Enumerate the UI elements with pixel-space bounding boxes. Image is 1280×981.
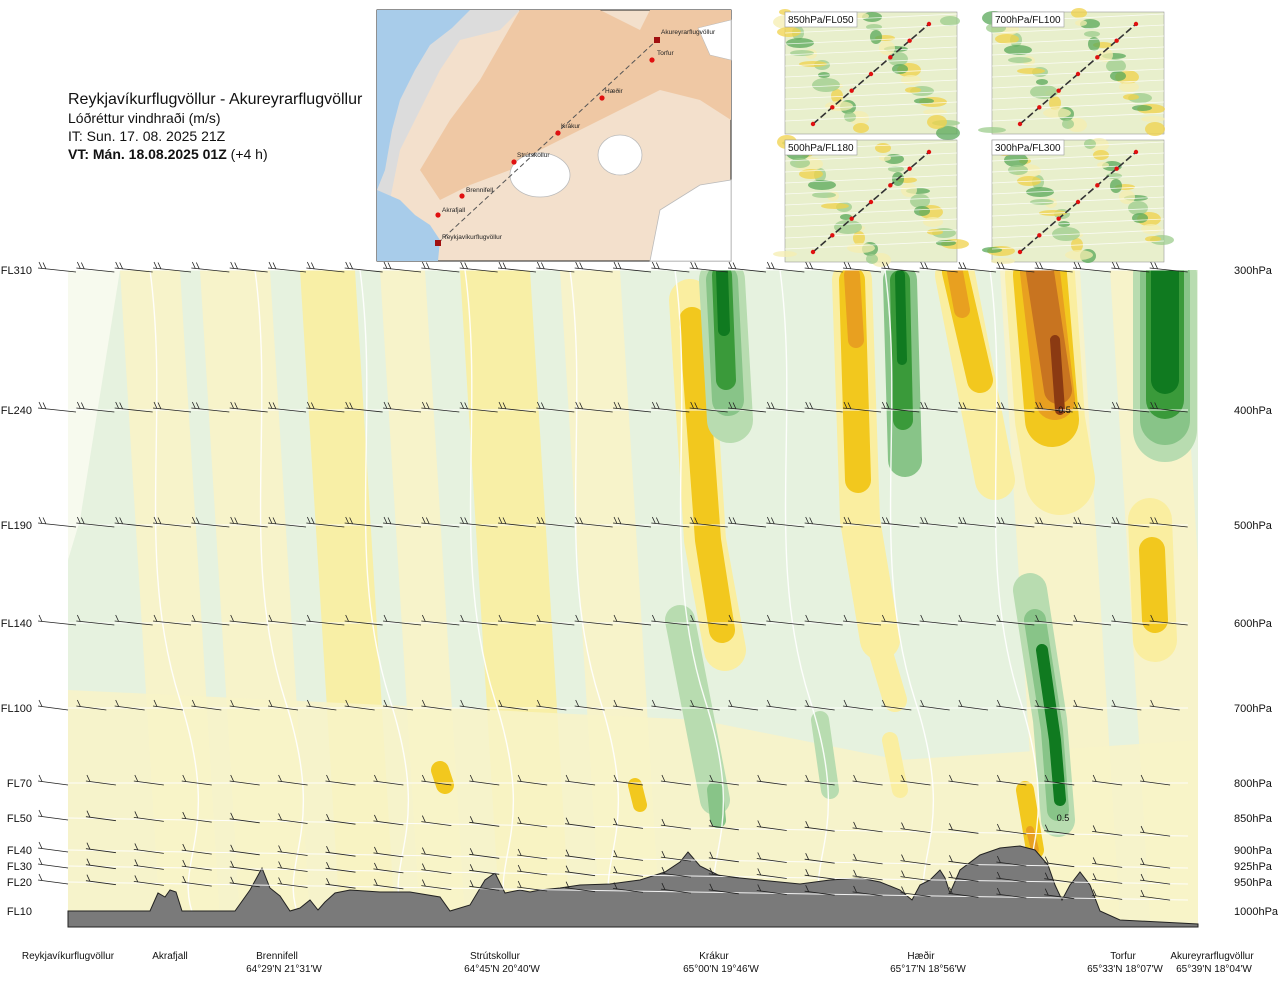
map-waypoint-label: Akureyrarflugvöllur (661, 29, 716, 36)
location-name: Akureyrarflugvöllur (1170, 951, 1254, 962)
location-name: Hæðir (907, 950, 935, 962)
level-line (37, 873, 1189, 901)
pressure-level-label: 700hPa (1234, 703, 1273, 715)
map-waypoint-label: Hæðir (605, 87, 624, 95)
inset-level-label: 850hPa/FL050 (788, 15, 854, 26)
level-inset: 700hPa/FL100 (978, 8, 1165, 136)
map-waypoint-marker (459, 193, 465, 199)
map-waypoint-marker (555, 130, 561, 136)
location-name: Akrafjall (152, 951, 188, 962)
contour-value-label: 0.5 (1057, 813, 1070, 823)
route-title: Reykjavíkurflugvöllur - Akureyrarflugvöl… (68, 91, 363, 108)
pressure-level-label: 600hPa (1234, 618, 1273, 630)
map-waypoint-label: Torfur (657, 50, 674, 57)
chart-header: Reykjavíkurflugvöllur - Akureyrarflugvöl… (68, 90, 362, 163)
pressure-level-label: 850hPa (1234, 813, 1273, 825)
location-name: Torfur (1110, 951, 1136, 962)
issue-time: IT: Sun. 17. 08. 2025 21Z (68, 128, 226, 144)
flight-level-label: FL140 (1, 618, 32, 630)
location-coord: 64°45'N 20°40'W (464, 964, 540, 975)
level-inset: 300hPa/FL300 (982, 138, 1174, 264)
valid-time-offset: (+4 h) (230, 146, 268, 162)
location-coord: 65°00'N 19°46'W (683, 964, 759, 975)
map-waypoints: Akureyrarflugvöllur Torfur Hæðir Krákur Strú… (435, 29, 716, 246)
product-name: Lóðréttur vindhraði (m/s) (68, 110, 221, 126)
flight-level-label: FL50 (7, 813, 32, 825)
location-name: Krákur (699, 951, 729, 962)
inset-level-label: 500hPa/FL180 (788, 143, 854, 154)
pressure-level-label: 800hPa (1234, 778, 1273, 790)
level-line (37, 614, 1188, 626)
level-line (37, 516, 1188, 528)
level-line (37, 401, 1188, 413)
location-coord: 65°33'N 18°07'W (1087, 964, 1163, 975)
contour-value-label: -0.5 (1055, 405, 1071, 415)
flight-level-label: FL40 (7, 845, 32, 857)
terrain-profile (67, 845, 1199, 928)
map-waypoint-label: Reykjavíkurflugvöllur (442, 234, 503, 241)
map-waypoint-label: Krákur (561, 123, 581, 130)
contour-labels: -0.5 0.5 (1055, 405, 1071, 823)
level-line (37, 809, 1189, 837)
level-line (37, 261, 1188, 273)
valid-time: VT: Mán. 18.08.2025 01Z (+4 h) (68, 145, 362, 163)
pressure-level-label: 400hPa (1234, 405, 1273, 417)
pressure-levels (37, 261, 1189, 901)
level-inset: 850hPa/FL050 (773, 9, 960, 140)
map-waypoint-label: Brennifell (466, 187, 494, 194)
flight-level-axis: FL310 FL240 FL190 FL140 FL100 FL70 FL50 FL40 FL3… (1, 265, 32, 918)
pressure-level-label: 925hPa (1234, 861, 1273, 873)
pressure-level-label: 950hPa (1234, 877, 1273, 889)
flight-level-label: FL190 (1, 520, 32, 532)
location-axis: Reykjavíkurflugvöllur Akrafjall Brennifell… (22, 950, 1254, 975)
route-map: Akureyrarflugvöllur Torfur Hæðir Krákur Strú… (376, 9, 732, 262)
map-airport-marker (654, 37, 660, 43)
map-waypoint-marker (435, 212, 441, 218)
flight-level-label: FL30 (7, 861, 32, 873)
map-airport-marker (435, 240, 441, 246)
flight-level-label: FL240 (1, 405, 32, 417)
level-inset: 500hPa/FL180 (773, 135, 969, 267)
location-coord: 65°39'N 18°04'W (1176, 964, 1252, 975)
level-line (37, 774, 1188, 786)
inset-level-label: 300hPa/FL300 (995, 143, 1061, 154)
map-waypoint-marker (649, 57, 655, 63)
map-waypoint-label: Akrafjall (442, 207, 466, 214)
pressure-level-label: 500hPa (1234, 520, 1273, 532)
pressure-level-label: 900hPa (1234, 845, 1273, 857)
location-name: Reykjavíkurflugvöllur (22, 951, 115, 962)
map-waypoint-marker (511, 159, 517, 165)
pressure-axis: 300hPa 400hPa 500hPa 600hPa 700hPa 800hPa 850h… (1234, 265, 1279, 918)
level-line (37, 841, 1189, 869)
valid-time-label: VT: Mán. 18.08.2025 01Z (68, 146, 227, 162)
inset-level-label: 700hPa/FL100 (995, 15, 1061, 26)
location-name: Brennifell (256, 951, 298, 962)
pressure-level-label: 300hPa (1234, 265, 1273, 277)
level-line (37, 857, 1189, 885)
flight-level-label: FL310 (1, 265, 32, 277)
location-coord: 65°17'N 18°56'W (890, 964, 966, 975)
flight-level-label: FL70 (7, 778, 32, 790)
level-insets: 850hPa/FL050 700hPa/FL100 500hPa/FL180 300h… (773, 8, 1174, 267)
pressure-level-label: 1000hPa (1234, 906, 1279, 918)
map-waypoint-label: Strútskollur (517, 152, 550, 159)
level-line (37, 699, 1188, 711)
flight-level-label: FL100 (1, 703, 32, 715)
flight-level-label: FL10 (7, 906, 32, 918)
flight-level-label: FL20 (7, 877, 32, 889)
location-name: Strútskollur (470, 951, 521, 962)
location-coord: 64°29'N 21°31'W (246, 964, 322, 975)
map-waypoint-marker (599, 95, 605, 101)
vertical-velocity-field (68, 270, 1198, 927)
